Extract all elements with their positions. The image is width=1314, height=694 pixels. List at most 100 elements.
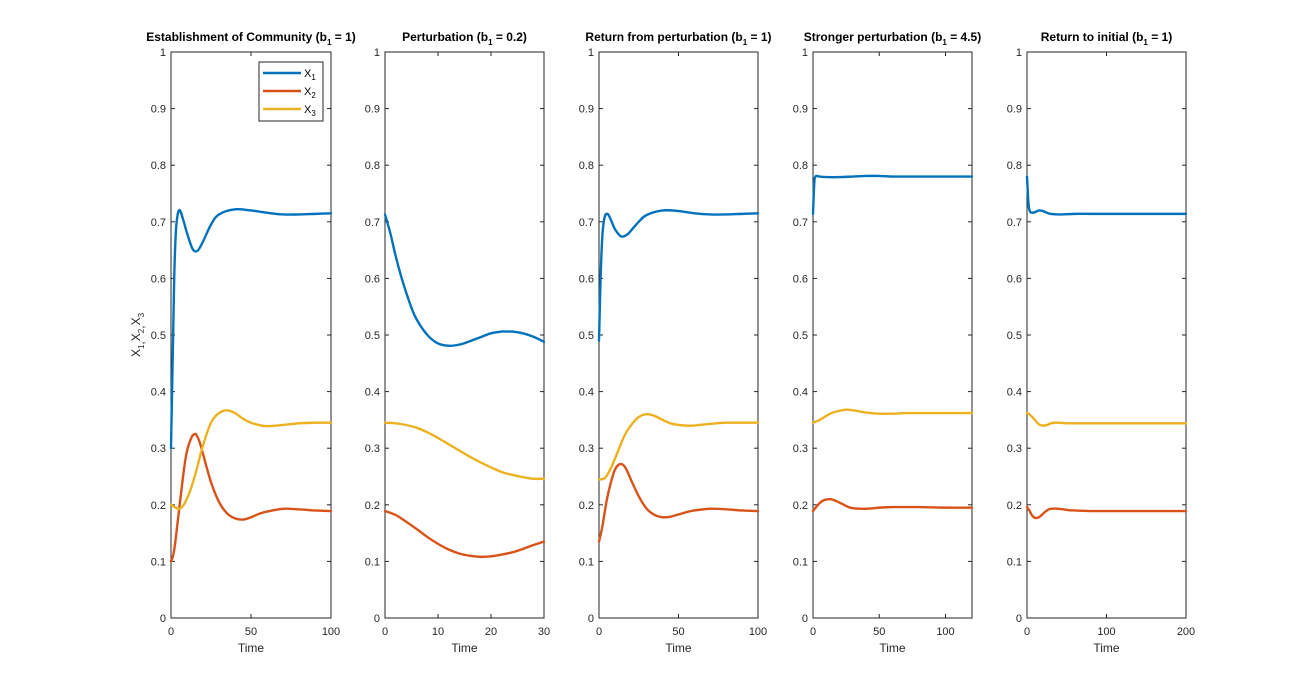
y-tick-label: 0.2 xyxy=(1007,500,1022,512)
series-line-x2 xyxy=(811,497,974,513)
y-axis-label-part: X xyxy=(129,349,143,357)
series-line-x3 xyxy=(597,413,760,481)
y-tick-label: 1 xyxy=(588,47,594,59)
legend-label-base: X xyxy=(304,86,312,98)
chart-title: Stronger perturbation (b1 = 4.5) xyxy=(804,30,981,47)
y-tick-label: 0.7 xyxy=(1007,217,1022,229)
legend-label-x3: X3 xyxy=(304,104,316,118)
y-tick-label: 0 xyxy=(588,613,594,625)
y-tick-label: 0.6 xyxy=(365,273,380,285)
legend-label-base: X xyxy=(304,68,312,80)
x-tick-label: 20 xyxy=(485,626,497,638)
chart-title-subscript: 1 xyxy=(327,38,332,47)
x-tick-label: 10 xyxy=(432,626,444,638)
y-tick-label: 0 xyxy=(160,613,166,625)
chart-panel-1: 0 0.1 0.2 0.3 0.4 0.5 0.6 0.7 0.8 0.9 1 0 50 100 Estab… xyxy=(129,30,356,655)
y-tick-label: 0 xyxy=(1016,613,1022,625)
chart-panel-3: 0 0.1 0.2 0.3 0.4 0.5 0.6 0.7 0.8 0.9 1 0 50 100 Retur… xyxy=(579,30,772,655)
y-tick-label: 0.5 xyxy=(579,330,594,342)
y-tick-label: 0 xyxy=(802,613,808,625)
y-tick-label: 1 xyxy=(1016,47,1022,59)
y-tick-label: 0.2 xyxy=(793,500,808,512)
x-tick-label: 0 xyxy=(596,626,602,638)
chart-title-text: Perturbation (b xyxy=(402,30,488,44)
series-line-x1 xyxy=(383,213,546,347)
x-tick-label: 100 xyxy=(936,626,954,638)
chart-title-text: Stronger perturbation (b xyxy=(804,30,943,44)
legend-label-subscript: 2 xyxy=(311,91,316,100)
y-tick-label: 0.5 xyxy=(793,330,808,342)
y-tick-label: 0.9 xyxy=(1007,104,1022,116)
y-axis-label-comma: , xyxy=(133,325,147,328)
axes-box xyxy=(598,51,759,619)
x-axis-label: Time xyxy=(1093,641,1120,655)
chart-title-tail: = 1) xyxy=(747,30,771,44)
y-tick-label: 0.1 xyxy=(1007,556,1022,568)
chart-title-tail: = 1) xyxy=(1148,30,1172,44)
y-tick-label: 0.8 xyxy=(365,160,380,172)
chart-title-subscript: 1 xyxy=(942,38,947,47)
y-tick-label: 0.1 xyxy=(579,556,594,568)
y-tick-label: 0.2 xyxy=(365,500,380,512)
legend-label-x1: X1 xyxy=(304,68,316,82)
y-tick-label: 0.4 xyxy=(793,387,808,399)
y-tick-label: 0.9 xyxy=(793,104,808,116)
chart-title: Perturbation (b1 = 0.2) xyxy=(402,30,527,47)
chart-title-text: Return from perturbation (b xyxy=(585,30,742,44)
y-tick-label: 1 xyxy=(160,47,166,59)
y-tick-label: 0.2 xyxy=(151,500,166,512)
x-tick-label: 200 xyxy=(1177,626,1195,638)
axes-box xyxy=(384,51,545,619)
series-line-x2 xyxy=(169,432,333,563)
y-tick-label: 0.4 xyxy=(151,387,166,399)
series-line-x3 xyxy=(383,421,546,481)
y-tick-label: 0.2 xyxy=(579,500,594,512)
chart-title-text: Establishment of Community (b xyxy=(146,30,327,44)
legend-label-subscript: 1 xyxy=(311,73,316,82)
y-tick-label: 0.3 xyxy=(365,443,380,455)
y-tick-label: 0.4 xyxy=(365,387,380,399)
y-tick-label: 0.5 xyxy=(151,330,166,342)
y-tick-label: 0.3 xyxy=(579,443,594,455)
chart-title: Return to initial (b1 = 1) xyxy=(1041,30,1172,47)
y-tick-label: 1 xyxy=(802,47,808,59)
y-axis-label-subscript: 1 xyxy=(137,344,146,349)
y-axis-label-part: X xyxy=(129,317,143,325)
chart-title-tail: = 0.2) xyxy=(493,30,527,44)
y-axis-label-subscript: 2 xyxy=(137,328,146,333)
chart-title: Return from perturbation (b1 = 1) xyxy=(585,30,771,47)
chart-title-subscript: 1 xyxy=(743,38,748,47)
x-tick-label: 100 xyxy=(749,626,767,638)
y-tick-label: 0.9 xyxy=(579,104,594,116)
series-line-x1 xyxy=(597,208,760,342)
y-tick-label: 0.3 xyxy=(151,443,166,455)
y-tick-label: 0.1 xyxy=(793,556,808,568)
x-axis-label: Time xyxy=(451,641,478,655)
y-tick-label: 0.5 xyxy=(365,330,380,342)
y-tick-label: 0.1 xyxy=(365,556,380,568)
y-tick-label: 0.3 xyxy=(793,443,808,455)
y-tick-label: 0.7 xyxy=(365,217,380,229)
x-tick-label: 0 xyxy=(810,626,816,638)
x-tick-label: 0 xyxy=(1024,626,1030,638)
series-line-x1 xyxy=(811,174,974,216)
series-line-x1 xyxy=(169,207,333,450)
chart-panel-5: 0 0.1 0.2 0.3 0.4 0.5 0.6 0.7 0.8 0.9 1 0 100 200 Retu… xyxy=(1007,30,1195,655)
x-tick-label: 0 xyxy=(382,626,388,638)
x-tick-label: 50 xyxy=(873,626,885,638)
series-line-x1 xyxy=(1025,175,1188,216)
y-axis-label: X1,X2,X3 xyxy=(129,312,147,357)
legend-label-x2: X2 xyxy=(304,86,316,100)
chart-title-subscript: 1 xyxy=(488,38,493,47)
y-tick-label: 0.8 xyxy=(579,160,594,172)
x-axis-label: Time xyxy=(238,641,265,655)
y-tick-label: 0.9 xyxy=(151,104,166,116)
y-tick-label: 0.4 xyxy=(579,387,594,399)
y-tick-label: 0.1 xyxy=(151,556,166,568)
series-line-x2 xyxy=(597,462,760,543)
x-axis-label: Time xyxy=(879,641,906,655)
legend-label-base: X xyxy=(304,104,312,116)
y-tick-label: 0.8 xyxy=(793,160,808,172)
